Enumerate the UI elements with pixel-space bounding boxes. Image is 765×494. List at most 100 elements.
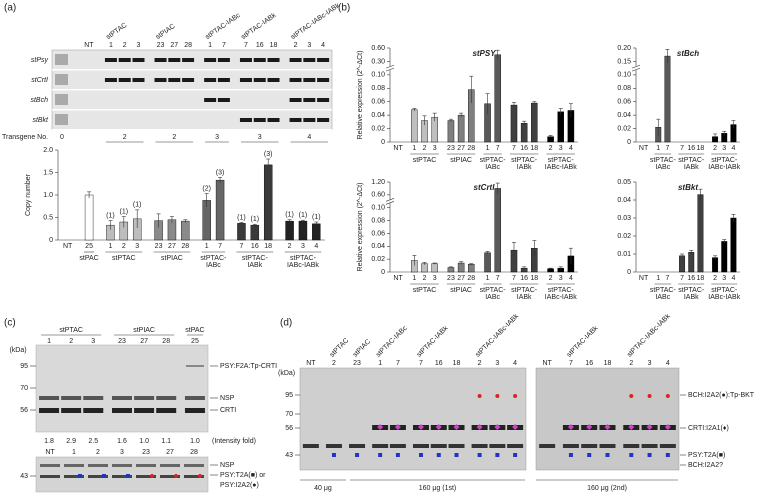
marker-square xyxy=(568,453,573,457)
group-label: stPTAC-IABk xyxy=(242,255,269,269)
axis-break-gap xyxy=(386,66,394,71)
label-line: IABc-IABk xyxy=(545,164,577,171)
blot-band xyxy=(61,396,82,400)
group-label: stPTAC-IABk xyxy=(240,12,278,41)
bar xyxy=(263,164,273,241)
x-tick-label: 2 xyxy=(423,145,427,152)
bar xyxy=(697,194,704,273)
label-line: IABk xyxy=(247,262,262,269)
group-label: stPTAC-IABc-IABk xyxy=(545,287,577,301)
marker-square xyxy=(495,453,500,457)
row-separator xyxy=(52,129,332,131)
load-label: 40 μg xyxy=(314,485,332,492)
marker-square xyxy=(331,453,336,457)
gel-band xyxy=(118,78,131,82)
y-tick-label: 0.06 xyxy=(617,99,631,106)
blot-band xyxy=(61,408,82,413)
blot-band xyxy=(40,464,60,467)
label-line: IABk xyxy=(517,294,532,301)
marker-label: 43 xyxy=(20,473,28,480)
gel-band xyxy=(267,58,280,62)
band-label: CRTI:I2A1(♦) xyxy=(688,425,729,432)
lane-label: 4 xyxy=(513,360,517,367)
x-tick-label: 1 xyxy=(486,145,490,152)
x-tick-label: 16 xyxy=(687,275,695,282)
label-line: stPTAC- xyxy=(678,287,705,294)
x-tick-label: 28 xyxy=(467,145,475,152)
bar-annotation: (3) xyxy=(216,169,225,176)
blot-band xyxy=(160,464,180,467)
label-line: stPTAC- xyxy=(711,287,738,294)
x-tick-label: 3 xyxy=(433,145,437,152)
marker-diamond xyxy=(417,424,424,430)
ladder xyxy=(55,54,68,65)
bar xyxy=(679,255,686,273)
blot-band xyxy=(471,444,488,448)
x-tick-label: 18 xyxy=(697,275,705,282)
transgene-label: Transgene No. xyxy=(2,134,48,141)
marker-square xyxy=(477,453,482,457)
axis-break xyxy=(385,64,395,69)
blot-band xyxy=(325,444,342,448)
x-tick-label: 2 xyxy=(549,275,553,282)
bar-annotation: (1) xyxy=(237,214,246,221)
label-line: stPTAC- xyxy=(548,157,575,164)
marker-diamond xyxy=(567,424,574,430)
bar xyxy=(712,257,719,273)
group-label: stPIAC xyxy=(352,338,372,358)
x-tick-label: 3 xyxy=(301,243,305,250)
chart-title: stCrtI xyxy=(474,183,496,192)
x-tick-label: 27 xyxy=(168,243,176,250)
gel-band xyxy=(289,98,302,102)
group-label: stPTAC xyxy=(105,22,128,41)
blot-band xyxy=(83,396,104,400)
lane-label: 16 xyxy=(435,360,443,367)
y-tick-label: 1.20 xyxy=(371,179,385,186)
bar xyxy=(484,252,491,273)
x-tick-label: 2 xyxy=(549,145,553,152)
label-line: stPTAC- xyxy=(650,157,677,164)
x-tick-label: 1 xyxy=(412,145,416,152)
marker-square xyxy=(395,453,400,457)
y-axis-label: Relative expression (2^-ΔCt) xyxy=(357,51,364,140)
group-label: stPIAC xyxy=(450,157,472,164)
y-tick-label: 0.15 xyxy=(617,58,631,65)
group-label: stPTAC-IABc xyxy=(375,325,409,359)
bar xyxy=(730,217,737,273)
blot-band xyxy=(641,444,658,448)
marker-dot xyxy=(629,394,634,398)
y-axis-label: Relative expression (2^-ΔCt) xyxy=(357,183,364,272)
gel-band xyxy=(317,118,330,122)
lane-label: 16 xyxy=(585,360,593,367)
bar xyxy=(557,111,565,143)
ladder xyxy=(55,94,68,105)
lane-label: NT xyxy=(45,449,55,456)
blot-band xyxy=(39,396,60,400)
lane-label: 7 xyxy=(222,42,226,49)
x-tick-label: 16 xyxy=(520,275,528,282)
bar-annotation: (1) xyxy=(285,212,294,219)
x-tick-label: 7 xyxy=(218,243,222,250)
label-line: IABk xyxy=(684,294,699,301)
marker-label: 70 xyxy=(20,385,28,392)
x-tick-label: 1 xyxy=(656,275,660,282)
lane-label: 3 xyxy=(137,42,141,49)
blot-band xyxy=(112,464,132,467)
chart-title: stPSY xyxy=(472,49,496,58)
transgene-number: 0 xyxy=(60,134,64,141)
y-tick-label: 0.10 xyxy=(371,72,385,79)
group-label: stPIAC xyxy=(450,287,472,294)
band-label: BCH:I2A2(●):Tp-BKT xyxy=(688,392,755,399)
y-tick-label: 0.02 xyxy=(371,256,385,263)
marker-dot xyxy=(513,394,518,398)
group-label: stPTAC-IABk xyxy=(511,287,538,301)
x-tick-label: 27 xyxy=(457,275,465,282)
blot-band xyxy=(507,444,524,448)
y-tick-label: 1.5 xyxy=(43,169,53,176)
row-label: stBkt xyxy=(32,117,49,124)
marker-diamond xyxy=(394,424,401,430)
bar-annotation: (1) xyxy=(106,212,115,219)
marker-square xyxy=(605,453,610,457)
y-tick-label: 0.08 xyxy=(371,217,385,224)
marker-dot xyxy=(665,394,670,398)
